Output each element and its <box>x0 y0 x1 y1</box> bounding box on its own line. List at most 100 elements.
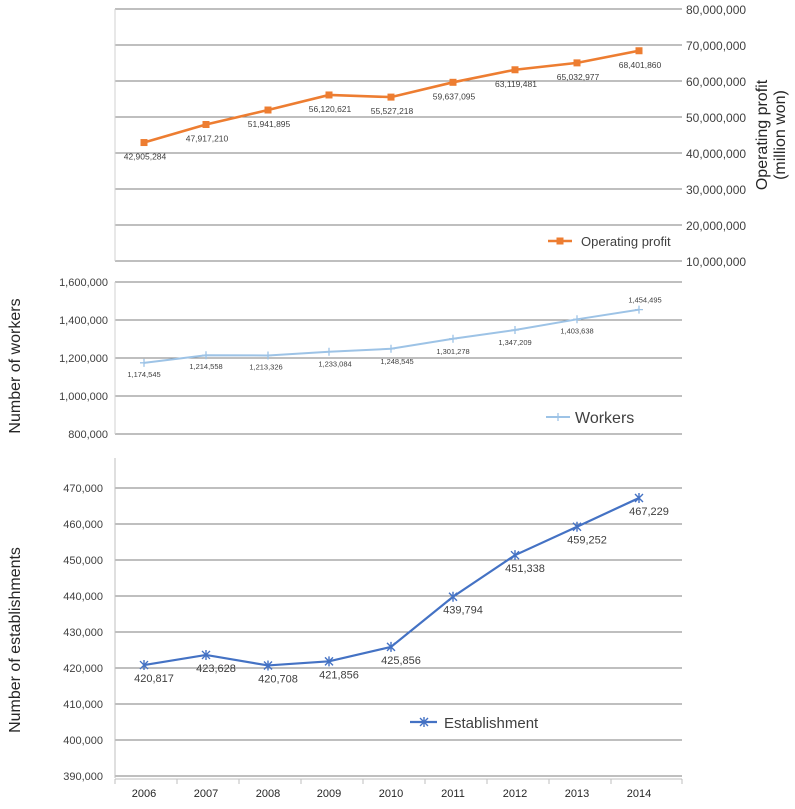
data-label: 425,856 <box>381 655 421 667</box>
data-label: 63,119,481 <box>495 79 537 89</box>
ytick-label: 430,000 <box>63 627 103 639</box>
data-label: 65,032,977 <box>557 72 600 82</box>
legend-label: Workers <box>575 410 634 427</box>
ytick-label: 1,000,000 <box>59 391 108 403</box>
legend-swatch-marker <box>419 717 429 727</box>
data-label: 55,527,218 <box>371 106 414 116</box>
establishment-chart: 390,000 400,000 410,000 420,000 430,000 440,0… <box>7 458 683 800</box>
data-point-marker <box>139 660 149 671</box>
ytick-label: 420,000 <box>63 663 103 675</box>
data-label: 1,233,084 <box>318 360 351 369</box>
data-point-marker <box>573 59 581 67</box>
data-label: 1,248,545 <box>380 357 413 366</box>
y-axis-title: Number of establishments <box>7 547 24 733</box>
ytick-label: 60,000,000 <box>686 75 746 89</box>
data-point-marker <box>387 344 395 353</box>
xtick-label: 2010 <box>379 788 403 800</box>
data-label: 1,174,545 <box>127 370 160 379</box>
data-label: 1,403,638 <box>560 326 593 335</box>
data-label: 56,120,621 <box>309 104 352 114</box>
xtick-label: 2008 <box>256 788 280 800</box>
data-point-marker <box>386 641 396 652</box>
ytick-label: 1,400,000 <box>59 315 108 327</box>
data-label: 459,252 <box>567 535 607 547</box>
ytick-label: 1,200,000 <box>59 353 108 365</box>
data-point-marker <box>449 78 457 86</box>
data-label: 47,917,210 <box>186 133 229 143</box>
ytick-label: 450,000 <box>63 555 103 567</box>
ytick-label: 410,000 <box>63 699 103 711</box>
data-point-marker <box>140 139 148 147</box>
data-label: 423,628 <box>196 663 236 675</box>
xtick-label: 2007 <box>194 788 218 800</box>
legend-swatch-marker <box>556 237 564 245</box>
data-point-marker <box>510 550 520 561</box>
y-axis-title-line: (million won) <box>772 90 789 180</box>
data-point-marker <box>635 47 643 55</box>
series-line-establishment <box>143 496 640 667</box>
legend-label: Establishment <box>444 715 539 732</box>
legend-label: Operating profit <box>581 234 671 249</box>
series-line-workers <box>143 308 640 364</box>
workers-chart: 800,000 1,000,000 1,200,000 1,400,000 1,600,… <box>7 277 682 441</box>
data-point-marker <box>201 649 211 660</box>
data-label: 68,401,860 <box>619 60 662 70</box>
operating-profit-chart: 10,000,000 20,000,000 30,000,000 40,000,000… <box>114 3 789 269</box>
data-point-marker <box>263 660 273 671</box>
ytick-label: 460,000 <box>63 519 103 531</box>
ytick-label: 50,000,000 <box>686 111 746 125</box>
ytick-label: 400,000 <box>63 735 103 747</box>
data-point-marker <box>573 315 581 324</box>
data-point-marker <box>202 351 210 360</box>
data-point-marker <box>264 351 272 360</box>
data-point-marker <box>634 492 644 503</box>
data-label: 467,229 <box>629 506 669 518</box>
data-label: 420,817 <box>134 673 174 685</box>
ytick-label: 30,000,000 <box>686 183 746 197</box>
data-label: 1,301,278 <box>436 347 469 356</box>
data-point-marker <box>449 334 457 343</box>
data-point-marker <box>387 93 395 101</box>
data-label: 1,347,209 <box>498 338 531 347</box>
ytick-label: 470,000 <box>63 483 103 495</box>
data-label: 451,338 <box>505 563 545 575</box>
ytick-label: 80,000,000 <box>686 3 746 17</box>
data-point-marker <box>324 656 334 667</box>
data-label: 421,856 <box>319 669 359 681</box>
data-point-marker <box>572 521 582 532</box>
data-point-marker <box>448 591 458 602</box>
data-point-marker <box>140 358 148 367</box>
data-label: 1,214,558 <box>189 362 222 371</box>
xtick-label: 2014 <box>627 788 651 800</box>
data-point-marker <box>325 347 333 356</box>
xtick-label: 2011 <box>441 788 465 800</box>
data-label: 51,941,895 <box>248 119 291 129</box>
ytick-label: 40,000,000 <box>686 147 746 161</box>
ytick-label: 20,000,000 <box>686 219 746 233</box>
ytick-label: 1,600,000 <box>59 277 108 289</box>
y-axis-title: Number of workers <box>7 298 24 433</box>
data-point-marker <box>635 305 643 314</box>
data-point-marker <box>325 91 333 99</box>
ytick-label: 800,000 <box>68 429 108 441</box>
data-point-marker <box>511 326 519 335</box>
data-label: 42,905,284 <box>124 152 167 162</box>
y-axis-title: Operating profit(million won) <box>754 79 789 190</box>
data-label: 1,454,495 <box>628 296 661 305</box>
data-label: 59,637,095 <box>433 91 476 101</box>
data-point-marker <box>202 120 210 128</box>
data-point-marker <box>264 106 272 114</box>
xtick-label: 2013 <box>565 788 589 800</box>
data-point-marker <box>511 66 519 74</box>
xtick-label: 2012 <box>503 788 527 800</box>
ytick-label: 390,000 <box>63 771 103 783</box>
data-label: 420,708 <box>258 673 298 685</box>
ytick-label: 70,000,000 <box>686 39 746 53</box>
ytick-label: 10,000,000 <box>686 255 746 269</box>
xtick-label: 2009 <box>317 788 341 800</box>
data-label: 1,213,326 <box>249 362 282 371</box>
xtick-label: 2006 <box>132 788 156 800</box>
y-axis-title-line: Operating profit <box>754 79 771 190</box>
